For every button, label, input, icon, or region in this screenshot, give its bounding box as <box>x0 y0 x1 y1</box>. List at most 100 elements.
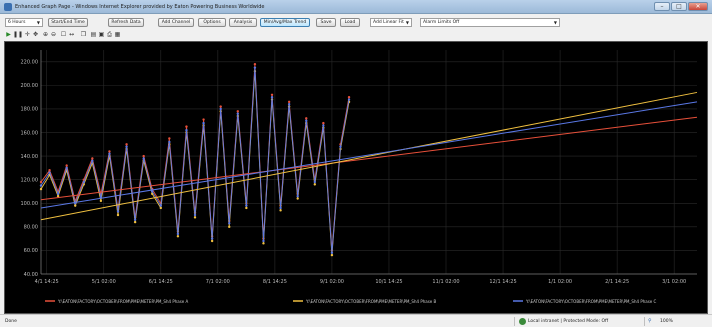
data-point <box>228 225 231 229</box>
y-tick-label: 80.00 <box>24 225 38 231</box>
checkbox-icon[interactable]: ☐ <box>60 31 67 38</box>
maximize-button[interactable]: □ <box>671 2 687 11</box>
x-tick-label: 11/1 02:00 <box>432 279 459 285</box>
data-point <box>116 213 120 217</box>
trend-fit-lines <box>40 91 698 221</box>
trend-select[interactable]: Add Linear Fit ▼ <box>370 18 412 27</box>
status-divider <box>514 317 515 326</box>
y-tick-label: 180.00 <box>21 107 39 113</box>
data-point <box>168 137 171 140</box>
start-end-time-button[interactable]: Start/End Time <box>48 18 88 27</box>
data-point <box>253 66 257 69</box>
zoom-level[interactable]: 100% <box>660 319 673 324</box>
refresh-data-button[interactable]: Refresh Data <box>108 18 144 27</box>
data-point <box>108 150 111 153</box>
data-point <box>65 164 68 167</box>
data-point <box>296 194 299 198</box>
security-zone[interactable]: Local intranet | Protected Mode: Off <box>528 319 609 324</box>
crosshair-icon[interactable]: ✛ <box>24 31 31 38</box>
data-point <box>82 180 85 184</box>
data-point <box>202 118 205 121</box>
min-avg-max-trend-button[interactable]: Min/Avg/Max Trend <box>260 18 310 27</box>
data-point <box>305 117 308 120</box>
x-tick-label: 1/1 02:00 <box>548 279 572 285</box>
chevron-down-icon: ▼ <box>36 20 40 25</box>
data-point <box>313 180 317 184</box>
data-point <box>193 216 197 219</box>
copy-icon[interactable]: ❐ <box>80 31 87 38</box>
data-point <box>236 110 239 113</box>
x-tick-label: 3/1 02:00 <box>662 279 686 285</box>
x-tick-label: 7/1 02:00 <box>206 279 230 285</box>
add-channel-button[interactable]: Add Channel <box>158 18 194 27</box>
data-point <box>56 194 60 198</box>
data-point <box>330 253 334 257</box>
print-icon[interactable]: ⎙ <box>107 31 112 38</box>
legend-label: Y:\EATON\FACTORY\OCTOBER\FROM\PME\METER\… <box>525 299 657 304</box>
trend-fit-line-3 <box>40 101 698 209</box>
pan-icon[interactable]: ✥ <box>32 31 39 38</box>
save-button[interactable]: Save <box>316 18 336 27</box>
zoom-icon[interactable]: ⚲ <box>648 318 652 324</box>
data-point <box>245 206 248 210</box>
status-text: Done <box>5 319 17 324</box>
legend: Y:\EATON\FACTORY\OCTOBER\FROM\PME\METER\… <box>45 299 657 304</box>
data-point <box>279 209 282 212</box>
data-point <box>305 119 308 122</box>
save-icon[interactable]: ▣ <box>98 31 105 38</box>
data-point <box>270 93 274 96</box>
close-button[interactable]: ✕ <box>688 2 708 11</box>
title-bar: Enhanced Graph Page - Windows Internet E… <box>0 0 712 14</box>
data-point <box>108 152 111 155</box>
alarm-limits-select[interactable]: Alarm Limits Off ▼ <box>420 18 560 27</box>
data-point <box>159 204 162 207</box>
data-point <box>125 143 128 146</box>
trend-chart[interactable]: 40.00 60.00 80.00 100.00 120.00 140.00 160.00 1… <box>5 42 707 313</box>
data-point <box>313 183 317 186</box>
options-button[interactable]: Options <box>198 18 226 27</box>
cursor-icon[interactable]: ↔ <box>68 31 75 38</box>
chart-icon[interactable]: ▤ <box>90 31 97 38</box>
status-bar: Done Local intranet | Protected Mode: Of… <box>0 314 712 327</box>
data-point <box>116 210 120 213</box>
analysis-button[interactable]: Analysis <box>229 18 257 27</box>
graph-toolbar: 6 Hours ▼ Start/End Time Refresh Data Add… <box>0 16 712 29</box>
trend-fit-line-1 <box>40 116 698 201</box>
minimize-button[interactable]: – <box>654 2 670 11</box>
zoom-out-icon[interactable]: ⊖ <box>50 31 57 38</box>
data-point <box>202 121 205 125</box>
time-range-select[interactable]: 6 Hours ▼ <box>5 18 43 27</box>
x-tick-label: 5/1 02:00 <box>92 279 116 285</box>
series-lines <box>39 62 351 257</box>
export-icon[interactable]: ▦ <box>114 31 121 38</box>
data-point <box>322 124 325 127</box>
data-point <box>339 145 342 148</box>
data-point <box>39 184 43 187</box>
time-range-value: 6 Hours <box>8 20 26 25</box>
data-point <box>74 204 77 207</box>
data-point <box>91 157 94 160</box>
chart-tools-toolbar: ▶ ❚❚ ✛ ✥ ⊕ ⊖ ☐ ↔ ❐ ▤ ▣ ⎙ ▦ <box>0 30 712 40</box>
zoom-in-icon[interactable]: ⊕ <box>42 31 49 38</box>
data-point <box>262 242 265 245</box>
legend-label: Y:\EATON\FACTORY\OCTOBER\FROM\PME\METER\… <box>57 299 189 304</box>
data-point <box>125 145 128 148</box>
pause-icon[interactable]: ❚❚ <box>13 31 24 38</box>
data-point <box>219 105 222 108</box>
data-point <box>142 157 145 160</box>
graph-panel[interactable]: 40.00 60.00 80.00 100.00 120.00 140.00 160.00 1… <box>4 41 708 314</box>
trend-value: Add Linear Fit <box>373 20 404 25</box>
play-icon[interactable]: ▶ <box>6 31 11 38</box>
data-point <box>168 140 171 144</box>
data-point <box>245 204 248 207</box>
x-tick-label: 4/1 14:25 <box>35 279 59 285</box>
load-button[interactable]: Load <box>340 18 360 27</box>
data-point <box>219 107 222 111</box>
x-axis-ticks: 4/1 14:25 5/1 02:00 6/1 14:25 7/1 02:00 8/1 … <box>35 279 687 285</box>
data-point <box>322 121 325 125</box>
y-axis-ticks: 40.00 60.00 80.00 100.00 120.00 140.00 160.00 1… <box>21 60 39 278</box>
series-line-3 <box>40 67 350 253</box>
data-point <box>133 220 137 224</box>
data-point <box>279 206 282 210</box>
data-point <box>142 154 145 158</box>
